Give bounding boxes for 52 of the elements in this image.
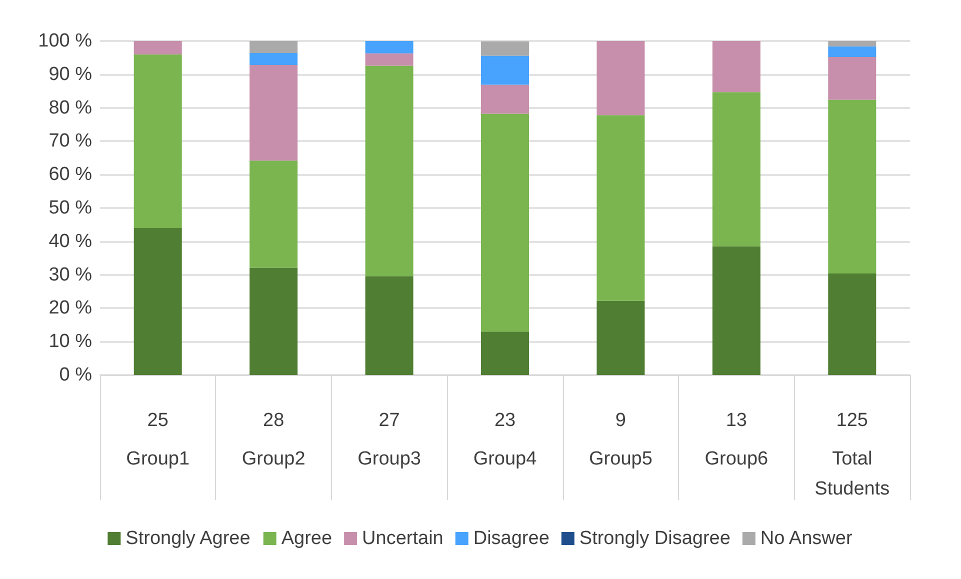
y-tick-label: 90 % [48,64,92,85]
y-tick-label: 20 % [48,298,92,319]
legend-label: Strongly Agree [126,528,250,549]
x-tick-label: 13 Group6 [704,410,768,470]
y-tick-label: 0 % [59,364,92,386]
legend-label: Uncertain [362,528,444,549]
bar [134,41,182,54]
y-tick-label: 50 % [48,198,92,218]
bar [596,115,645,301]
x-tick-label: 25 Group1 [126,410,190,470]
bar [481,84,529,114]
bar [134,228,182,375]
legend-label: Disagree [473,528,550,549]
bar [250,53,298,66]
bar [828,100,876,274]
x-tick-label: 27 Group3 [358,410,421,470]
bar [712,92,760,246]
y-tick-label: 70 % [48,130,92,152]
bar [250,268,298,375]
y-tick-label: 30 % [48,264,92,286]
y-tick-label: 80 % [48,97,92,118]
bar [712,41,760,92]
x-tick-label: 9 Group5 [589,410,652,470]
y-tick-label: 10 % [48,331,92,352]
legend-label: No Answer [760,528,853,549]
bar [481,56,529,85]
bar [828,46,876,58]
bar [828,273,876,375]
y-tick-label: 60 % [48,164,92,186]
bar [828,57,876,100]
y-tick-label: 40 % [48,230,92,252]
bar [365,53,414,66]
y-tick-label: 100 % [38,30,92,52]
bar [365,41,414,54]
bar [365,276,414,375]
x-tick-label: 125 Total Students [814,410,890,500]
x-tick-label: 23 Group4 [473,410,538,470]
legend-label: Strongly Disagree [579,528,730,549]
bar [828,41,876,46]
bar [365,66,414,276]
bar [596,300,645,375]
x-tick-label: 28 Group2 [242,410,306,470]
bar [481,332,529,375]
legend-label: Agree [281,528,332,549]
bar [134,54,182,228]
bar [250,41,298,54]
bar [712,246,760,375]
bar [250,65,298,161]
bar [481,114,529,332]
bar [596,41,645,116]
bar [481,41,529,56]
bar [250,160,298,268]
